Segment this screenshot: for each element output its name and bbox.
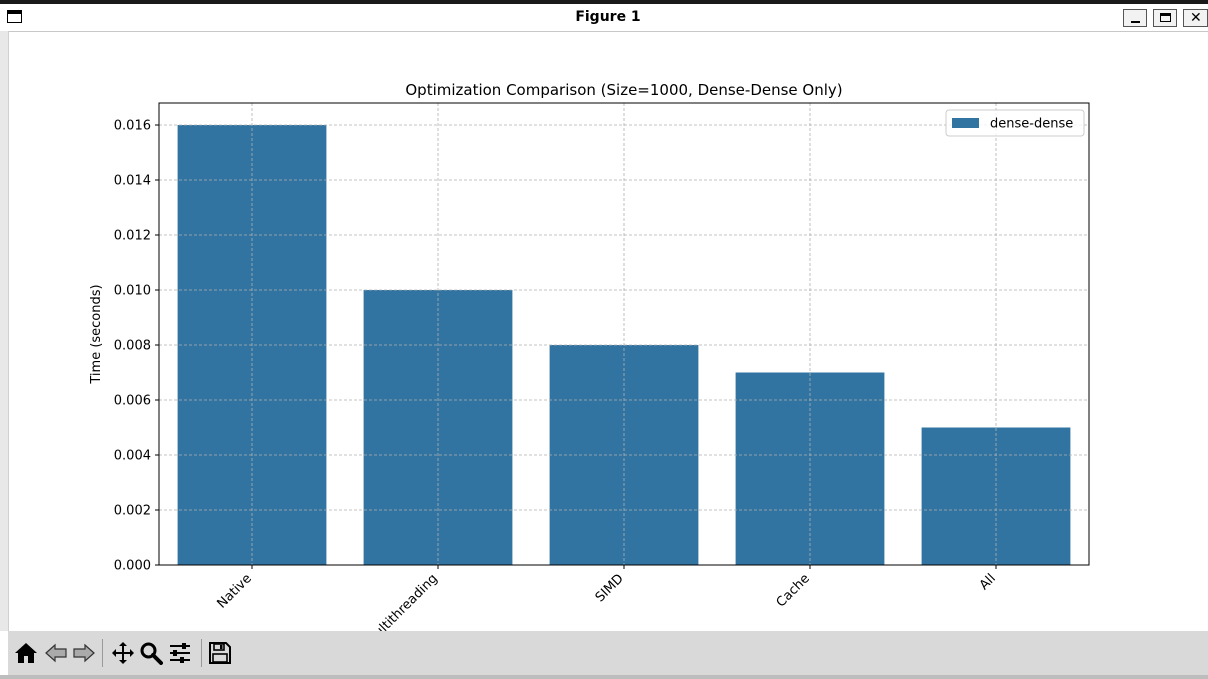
window-title: Figure 1	[575, 9, 641, 25]
save-button[interactable]	[206, 639, 234, 667]
figure-canvas[interactable]: 0.000 0.002 0.004 0.006 0.008 0.010 0.012 0.014…	[9, 32, 1208, 631]
title-bar[interactable]: Figure 1	[0, 4, 1208, 32]
top-edge	[0, 0, 1208, 4]
configure-subplots-icon	[170, 643, 190, 663]
save-icon	[209, 642, 231, 664]
toolbar-separator	[102, 639, 103, 667]
legend-swatch	[952, 118, 979, 128]
bottom-edge	[0, 675, 1208, 679]
chart-title: Optimization Comparison (Size=1000, Dens…	[405, 81, 842, 99]
bar-chart: 0.000 0.002 0.004 0.006 0.008 0.010 0.012 0.014…	[89, 81, 1090, 631]
window-left-edge	[0, 31, 9, 631]
configure-subplots-button[interactable]	[166, 639, 194, 667]
y-tick-label: 0.004	[114, 449, 151, 464]
toolbar-separator	[201, 639, 202, 667]
window-menu-icon[interactable]	[7, 10, 22, 23]
back-button[interactable]	[42, 639, 70, 667]
close-button[interactable]	[1183, 9, 1208, 27]
y-tick-label: 0.008	[114, 339, 151, 354]
y-tick-label: 0.016	[114, 119, 151, 134]
home-icon	[15, 643, 37, 663]
legend-label: dense-dense	[990, 117, 1073, 132]
minimize-button[interactable]	[1123, 9, 1147, 27]
zoom-button[interactable]	[137, 639, 165, 667]
y-axis-label: Time (seconds)	[89, 284, 104, 384]
y-tick-label: 0.014	[114, 174, 151, 189]
forward-button[interactable]	[70, 639, 98, 667]
y-tick-label: 0.010	[114, 284, 151, 299]
zoom-icon	[140, 642, 163, 665]
maximize-button[interactable]	[1153, 9, 1177, 27]
home-button[interactable]	[12, 639, 40, 667]
x-tick-label: SIMD	[593, 571, 627, 605]
x-tick-label: Multithreading	[363, 571, 440, 631]
x-tick-label: Cache	[774, 571, 813, 610]
back-icon	[45, 643, 67, 663]
y-tick-label: 0.000	[114, 559, 151, 574]
x-tick-label: All	[977, 571, 999, 593]
x-tick-label: Native	[214, 571, 254, 611]
y-tick-label: 0.002	[114, 504, 151, 519]
y-tick-label: 0.012	[114, 229, 151, 244]
navigation-toolbar	[8, 631, 1208, 675]
forward-icon	[73, 643, 95, 663]
pan-icon	[112, 642, 134, 664]
legend-box	[945, 109, 1085, 137]
pan-button[interactable]	[109, 639, 137, 667]
y-tick-label: 0.006	[114, 394, 151, 409]
